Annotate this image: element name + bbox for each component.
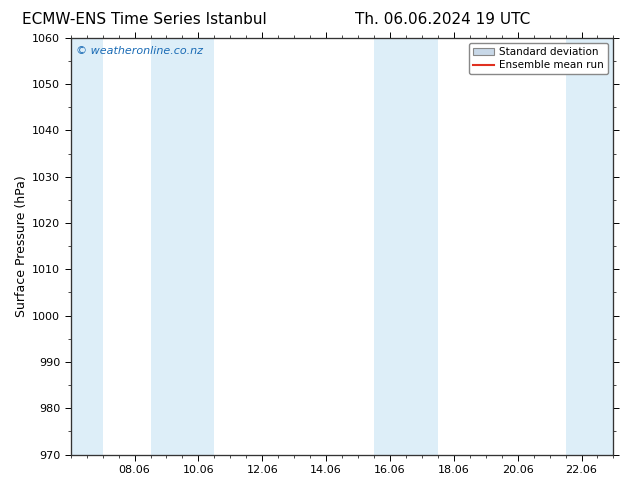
Legend: Standard deviation, Ensemble mean run: Standard deviation, Ensemble mean run [469, 43, 608, 74]
Bar [150, 38, 214, 455]
Text: ECMW-ENS Time Series Istanbul: ECMW-ENS Time Series Istanbul [22, 12, 266, 27]
Y-axis label: Surface Pressure (hPa): Surface Pressure (hPa) [15, 175, 28, 317]
Bar [566, 38, 614, 455]
Bar [71, 38, 103, 455]
Text: © weatheronline.co.nz: © weatheronline.co.nz [76, 46, 203, 56]
Bar [374, 38, 438, 455]
Text: Th. 06.06.2024 19 UTC: Th. 06.06.2024 19 UTC [355, 12, 530, 27]
